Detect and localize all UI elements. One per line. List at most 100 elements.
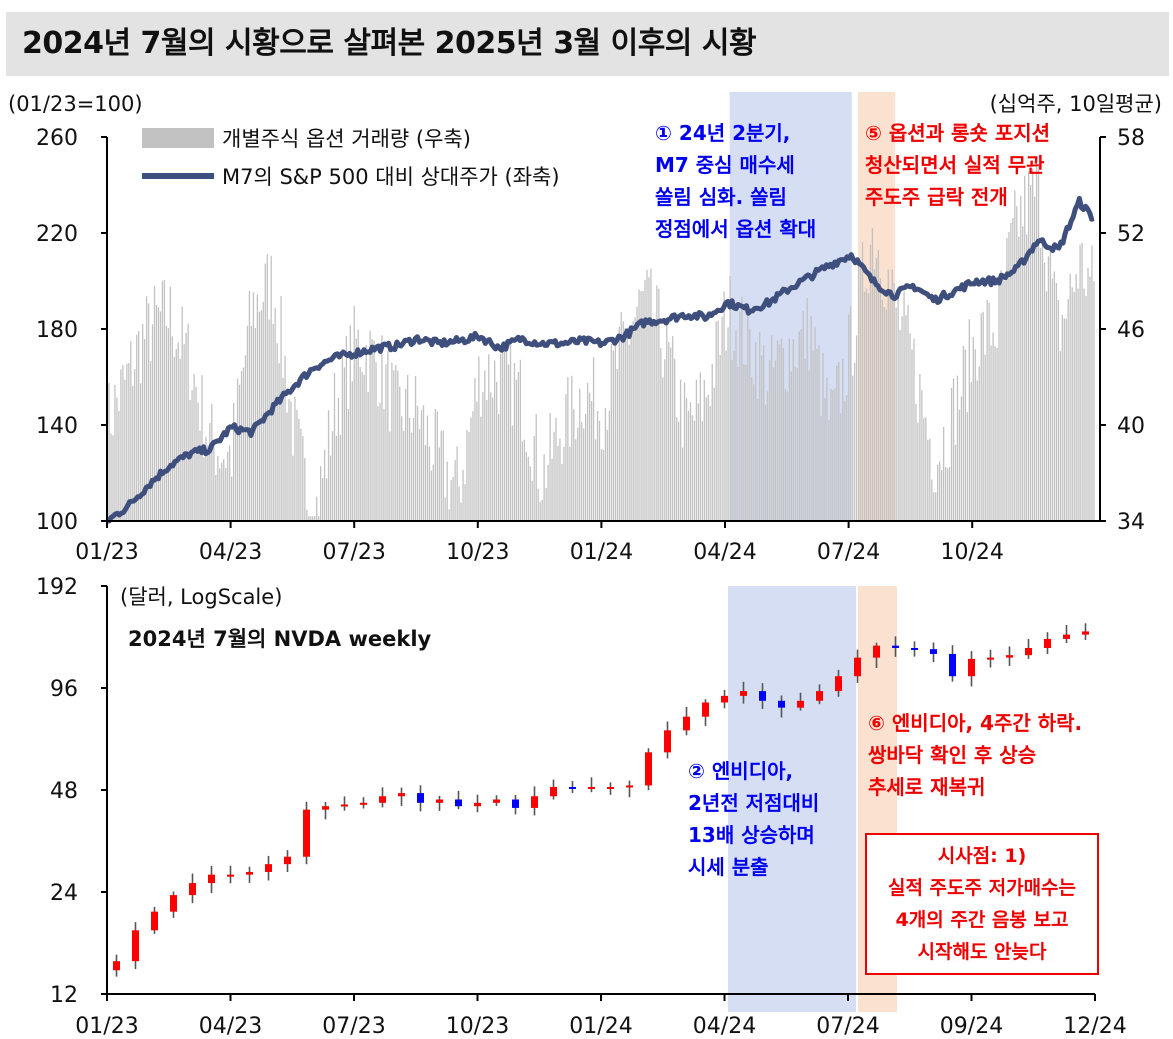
volume-bar [776, 340, 779, 521]
volume-bar [658, 288, 660, 521]
volume-bar [713, 387, 715, 521]
volume-bar [828, 420, 830, 521]
volume-bar [917, 422, 919, 521]
volume-bar [426, 415, 429, 521]
volume-bar [312, 516, 314, 521]
volume-bar [814, 327, 816, 521]
volume-bar [369, 330, 371, 521]
volume-bar [802, 310, 804, 521]
volume-bar [114, 384, 116, 521]
volume-bar [1020, 195, 1022, 521]
annotation-5-line-2: 주도주 급락 전개 [865, 185, 1008, 209]
candle-up [170, 895, 177, 912]
candle-down [569, 786, 576, 789]
volume-bar [618, 326, 620, 521]
volume-bar [666, 318, 668, 521]
volume-bar [1087, 267, 1089, 521]
volume-bar [727, 327, 729, 521]
volume-bar [276, 343, 278, 521]
chart-subtitle: 2024년 7월의 NVDA weekly [128, 627, 432, 651]
volume-bar [118, 410, 120, 521]
volume-bar [921, 390, 923, 521]
volume-bar [950, 387, 953, 521]
volume-bar [308, 516, 310, 521]
volume-bar [741, 296, 743, 521]
volume-bar [227, 451, 229, 521]
volume-bar [509, 341, 512, 521]
volume-bar [871, 227, 874, 521]
volume-bar [923, 418, 925, 521]
volume-bar [990, 345, 992, 521]
volume-bar [567, 377, 569, 521]
volume-bar [1091, 245, 1093, 521]
volume-bar [519, 359, 522, 521]
volume-bar [1041, 245, 1044, 521]
volume-bar [205, 436, 207, 521]
candle-up [284, 856, 291, 865]
annotation-5-line-1: 청산되면서 실적 무관 [865, 153, 1045, 177]
volume-bar [357, 329, 359, 521]
annotation-1-line-3: 정점에서 옵션 확대 [655, 217, 816, 241]
volume-bar [377, 406, 379, 521]
volume-bar [132, 386, 134, 521]
volume-bar [274, 307, 276, 521]
volume-bar [381, 335, 383, 521]
volume-bar [614, 345, 616, 521]
legend-line-label: M7의 S&P 500 대비 상대주가 (좌축) [222, 165, 560, 189]
volume-bar [383, 408, 385, 521]
volume-bar [499, 353, 502, 521]
volume-bar [927, 439, 929, 521]
volume-bar [181, 306, 183, 521]
volume-bar [604, 407, 607, 521]
volume-bar [674, 358, 676, 521]
volume-bar [571, 375, 573, 521]
volume-bar [885, 309, 887, 521]
volume-bar [416, 405, 419, 521]
volume-bar [638, 289, 640, 521]
volume-bar [207, 445, 209, 521]
volume-bar [365, 345, 367, 521]
candle-up [588, 786, 595, 789]
volume-bar [842, 358, 844, 521]
volume-bar [266, 254, 268, 521]
volume-bar [770, 335, 773, 521]
volume-bar [333, 373, 336, 521]
volume-bar [585, 413, 587, 521]
volume-bar [672, 336, 674, 521]
volume-bar [559, 438, 561, 521]
bottom-chart: 192 96 48 24 12 01/23 04/23 07/23 10/23 01/24 04/2… [36, 575, 1127, 1039]
volume-bar [424, 445, 427, 521]
volume-bar [141, 323, 144, 521]
volume-bar [978, 366, 980, 521]
volume-bar [656, 285, 658, 521]
volume-bar [515, 379, 518, 521]
left-tick-label: 100 [36, 510, 78, 535]
volume-bar [136, 334, 138, 521]
volume-bar [1071, 287, 1073, 521]
volume-bar [430, 470, 433, 521]
volume-bar [772, 367, 775, 521]
volume-bar [608, 410, 611, 521]
volume-bar [460, 502, 462, 521]
y-tick-label: 24 [50, 881, 78, 906]
volume-bar [1061, 314, 1063, 521]
volume-bar [155, 304, 158, 521]
volume-bar [278, 363, 280, 521]
volume-bar [203, 457, 205, 521]
volume-bar [982, 311, 984, 521]
volume-bar [812, 351, 814, 521]
x-tick-label: 01/23 [75, 540, 138, 565]
volume-bar [596, 410, 599, 521]
volume-bar [124, 379, 126, 521]
volume-bar [733, 351, 735, 521]
volume-bar [725, 350, 727, 521]
volume-bar [408, 417, 411, 521]
volume-bar [784, 389, 787, 521]
x-tick-label: 10/23 [446, 1014, 509, 1039]
volume-bar [375, 362, 377, 521]
volume-bar [867, 293, 870, 521]
volume-bar [616, 368, 618, 521]
volume-bar [634, 317, 636, 521]
volume-bar [436, 411, 438, 521]
